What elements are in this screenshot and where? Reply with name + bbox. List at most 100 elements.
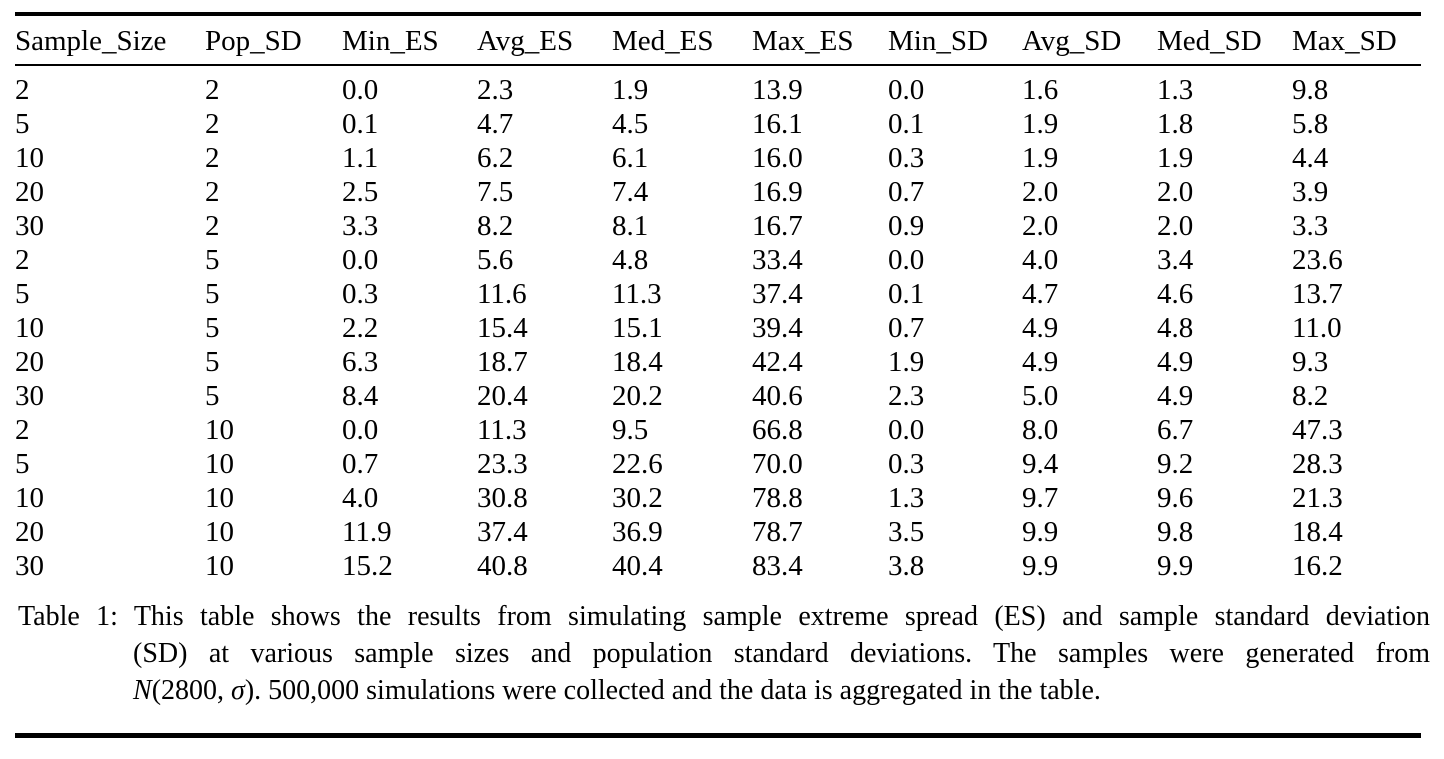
table-cell: 30.8 (477, 482, 528, 514)
table-cell: 1.1 (342, 142, 379, 174)
table-cell: 2.2 (342, 312, 379, 344)
table-cell: 40.6 (752, 380, 803, 412)
table-cell: 5 (205, 278, 220, 310)
table-cell: 36.9 (612, 516, 663, 548)
table-cell: 11.0 (1292, 312, 1342, 344)
table-cell: 23.3 (477, 448, 528, 480)
table-cell: 4.9 (1022, 346, 1059, 378)
table-cell: 6.3 (342, 346, 379, 378)
caption-line-2: (SD) at various sample sizes and populat… (133, 638, 1430, 669)
table-cell: 0.0 (342, 244, 379, 276)
table-row: 30 10 15.2 40.8 40.4 83.4 3.8 9.9 9.9 16.2 (15, 549, 1421, 583)
table-cell: 6.2 (477, 142, 514, 174)
column-header: Med_ES (612, 16, 752, 66)
table-row: 20 5 6.3 18.7 18.4 42.4 1.9 4.9 4.9 9.3 (15, 345, 1421, 379)
table-cell: 28.3 (1292, 448, 1343, 480)
table-cell: 15.4 (477, 312, 528, 344)
table-cell: 21.3 (1292, 482, 1343, 514)
table-cell: 2 (205, 108, 220, 140)
table-cell: 18.4 (612, 346, 663, 378)
column-header: Max_SD (1292, 16, 1421, 66)
table-cell: 4.8 (612, 244, 649, 276)
table-row: 5 5 0.3 11.6 11.3 37.4 0.1 4.7 4.6 13.7 (15, 277, 1421, 311)
table-cell: 13.7 (1292, 278, 1343, 310)
table-cell: 1.9 (1022, 142, 1059, 174)
table-cell: 16.9 (752, 176, 803, 208)
table-row: 5 2 0.1 4.7 4.5 16.1 0.1 1.9 1.8 5.8 (15, 107, 1421, 141)
table-cell: 10 (205, 448, 234, 480)
table-cell: 0.0 (342, 414, 379, 446)
table-cell: 8.0 (1022, 414, 1059, 446)
table-row: 30 5 8.4 20.4 20.2 40.6 2.3 5.0 4.9 8.2 (15, 379, 1421, 413)
table-cell: 11.3 (612, 278, 662, 310)
table-cell: 2 (15, 74, 30, 106)
column-header: Med_SD (1157, 16, 1292, 66)
table-cell: 1.8 (1157, 108, 1194, 140)
table-cell: 3.9 (1292, 176, 1329, 208)
table-cell: 5.0 (1022, 380, 1059, 412)
table-cell: 9.8 (1292, 74, 1329, 106)
table-header-row: Sample_Size Pop_SD Min_ES Avg_ES Med_ES Max_E… (15, 16, 1421, 66)
table-cell: 16.0 (752, 142, 803, 174)
table-cell: 5.6 (477, 244, 514, 276)
table-cell: 9.7 (1022, 482, 1059, 514)
table-cell: 4.8 (1157, 312, 1194, 344)
table-cell: 9.9 (1022, 516, 1059, 548)
table-cell: 9.6 (1157, 482, 1194, 514)
table-cell: 2.3 (477, 74, 514, 106)
table-cell: 11.9 (342, 516, 392, 548)
table-cell: 39.4 (752, 312, 803, 344)
table-cell: 0.7 (888, 312, 925, 344)
table-cell: 2 (15, 414, 30, 446)
table-cell: 40.4 (612, 550, 663, 582)
table-cell: 0.1 (888, 278, 925, 310)
table-cell: 0.3 (888, 142, 925, 174)
table-cell: 15.2 (342, 550, 393, 582)
table-cell: 83.4 (752, 550, 803, 582)
table-cell: 15.1 (612, 312, 663, 344)
table-cell: 78.7 (752, 516, 803, 548)
table-cell: 78.8 (752, 482, 803, 514)
table-row: 10 10 4.0 30.8 30.2 78.8 1.3 9.7 9.6 21.3 (15, 481, 1421, 515)
table-cell: 4.9 (1157, 346, 1194, 378)
table-cell: 2 (205, 74, 220, 106)
table-row: 20 10 11.9 37.4 36.9 78.7 3.5 9.9 9.8 18.4 (15, 515, 1421, 549)
table-cell: 2.0 (1022, 176, 1059, 208)
column-header: Avg_ES (477, 16, 612, 66)
table-cell: 2.0 (1157, 210, 1194, 242)
table-cell: 0.0 (888, 414, 925, 446)
table-cell: 0.7 (342, 448, 379, 480)
table-cell: 30 (15, 550, 44, 582)
table-cell: 8.4 (342, 380, 379, 412)
table-cell: 9.4 (1022, 448, 1059, 480)
math-sigma-symbol: σ (231, 675, 245, 706)
table-cell: 20 (15, 346, 44, 378)
table-cell: 4.7 (1022, 278, 1059, 310)
table-cell: 3.3 (342, 210, 379, 242)
table-cell: 10 (205, 414, 234, 446)
table-cell: 1.6 (1022, 74, 1059, 106)
table-cell: 0.0 (888, 244, 925, 276)
table-cell: 3.8 (888, 550, 925, 582)
table-cell: 1.9 (1022, 108, 1059, 140)
table-cell: 0.0 (342, 74, 379, 106)
table-cell: 0.3 (342, 278, 379, 310)
table-cell: 1.9 (888, 346, 925, 378)
page-bottom-rule (15, 733, 1421, 738)
table-cell: 2 (205, 142, 220, 174)
table-cell: 5 (205, 244, 220, 276)
table-cell: 9.9 (1022, 550, 1059, 582)
table-caption: Table 1: This table shows the results fr… (18, 598, 1430, 709)
table-cell: 22.6 (612, 448, 663, 480)
table-cell: 10 (205, 482, 234, 514)
table-cell: 6.7 (1157, 414, 1194, 446)
table-cell: 2 (205, 210, 220, 242)
table-cell: 18.7 (477, 346, 528, 378)
caption-line-3: N(2800, σ). 500,000 simulations were col… (18, 672, 1430, 709)
table-cell: 18.4 (1292, 516, 1343, 548)
table-cell: 4.9 (1157, 380, 1194, 412)
caption-line-1: Table 1: This table shows the results fr… (18, 601, 1430, 632)
table-cell: 0.1 (342, 108, 379, 140)
column-header: Min_SD (888, 16, 1022, 66)
table-cell: 5 (15, 448, 30, 480)
